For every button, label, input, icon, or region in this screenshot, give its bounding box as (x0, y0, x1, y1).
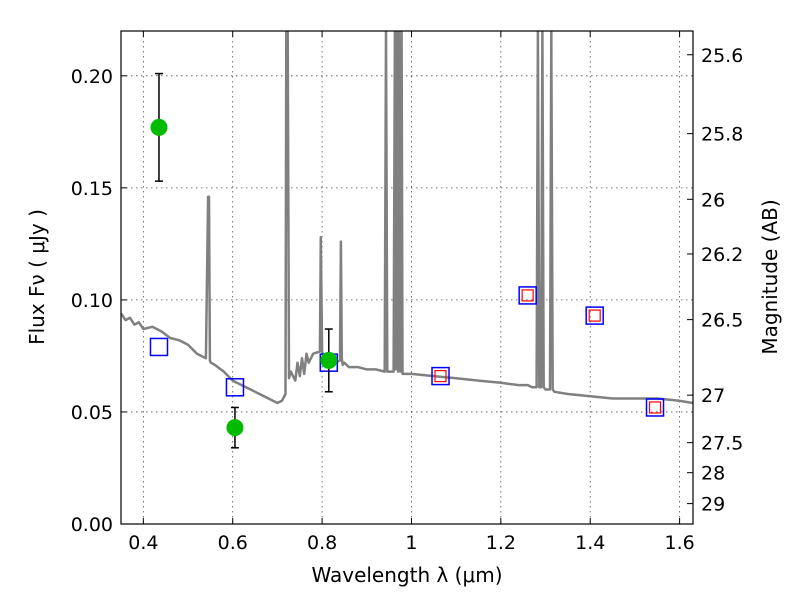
y-tick-label: 0.00 (71, 514, 113, 536)
x-tick-label: 0.6 (218, 532, 248, 554)
model-photometry-inner-square (648, 401, 662, 414)
y-axis-right-title: Magnitude (AB) (758, 199, 782, 354)
y-axis-left: 0.00 0.05 0.10 0.15 0.20 (71, 66, 127, 536)
model-photometry-square (431, 366, 450, 386)
x-tick-label: 1 (405, 532, 417, 554)
plot-content (121, 31, 693, 449)
model-photometry-square (585, 306, 604, 325)
model-spectrum-line (121, 31, 693, 405)
model-photometry-square (149, 337, 169, 357)
x-tick-label: 0.8 (307, 532, 337, 554)
y-right-tick-label: 27.5 (701, 433, 743, 455)
x-tick-label: 1.6 (664, 532, 694, 554)
observed-point (320, 351, 338, 369)
x-axis: 0.4 0.6 0.8 1 1.2 1.4 1.6 (128, 31, 695, 554)
model-photometry-inner-square (434, 370, 447, 383)
observed-point (226, 419, 244, 437)
model-photometry-square (518, 286, 537, 305)
model-photometry-inner-square (521, 289, 534, 302)
y-axis-right: 25.6 25.8 26 26.2 26.5 27 27.5 28 29 (687, 45, 743, 516)
y-right-tick-label: 27 (701, 385, 725, 407)
y-right-tick-label: 28 (701, 463, 725, 485)
model-photometry-inner-square (588, 309, 601, 322)
x-axis-title: Wavelength λ (μm) (311, 563, 502, 587)
y-right-tick-label: 26.5 (701, 310, 743, 332)
y-right-tick-label: 29 (701, 494, 725, 516)
model-photometry-square (225, 378, 245, 397)
plot-background (121, 31, 693, 524)
observed-point (150, 118, 168, 136)
x-tick-label: 0.4 (128, 532, 158, 554)
y-axis-title: Flux Fν ( μJy ) (25, 209, 49, 345)
y-right-tick-label: 25.8 (701, 124, 743, 146)
y-right-tick-label: 26 (701, 189, 725, 211)
y-tick-label: 0.10 (71, 290, 113, 312)
x-tick-label: 1.2 (486, 532, 516, 554)
x-tick-label: 1.4 (575, 532, 605, 554)
y-tick-label: 0.15 (71, 178, 113, 200)
model-photometry-square (645, 398, 665, 417)
y-right-tick-label: 25.6 (701, 45, 743, 67)
plot-frame (120, 30, 694, 525)
y-tick-label: 0.05 (71, 402, 113, 424)
y-right-tick-label: 26.2 (701, 244, 743, 266)
y-tick-label: 0.20 (71, 66, 113, 88)
